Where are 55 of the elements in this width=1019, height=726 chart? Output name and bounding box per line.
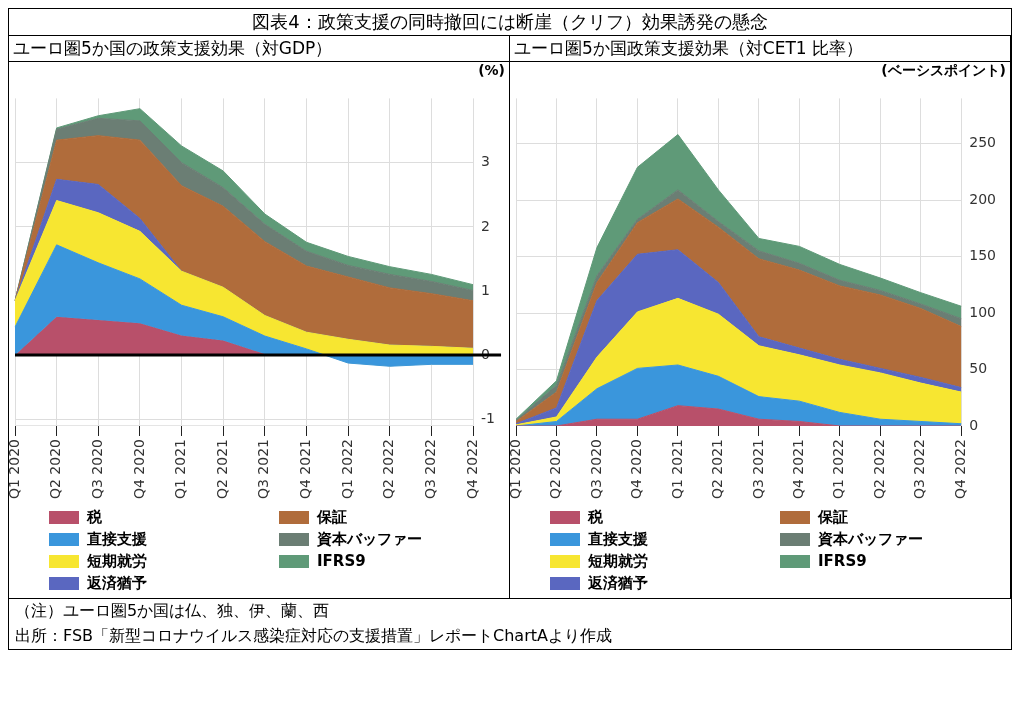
x-tick-label: Q1 2022 bbox=[830, 438, 847, 500]
x-tick-label: Q2 2022 bbox=[870, 438, 887, 500]
x-tick-label: Q3 2021 bbox=[255, 438, 272, 500]
x-tick-label: Q3 2020 bbox=[587, 438, 604, 500]
y-tick-label: 50 bbox=[969, 360, 988, 377]
x-tick-label: Q2 2020 bbox=[47, 438, 64, 500]
legend-label: 資本バッファー bbox=[818, 529, 923, 549]
legend-label: IFRS9 bbox=[317, 552, 366, 570]
y-tick-label: 1 bbox=[481, 281, 490, 298]
x-tick-label: Q4 2021 bbox=[297, 438, 314, 500]
y-tick-label: 3 bbox=[481, 153, 490, 170]
legend-label: 短期就労 bbox=[588, 551, 648, 571]
legend-label: IFRS9 bbox=[818, 552, 867, 570]
legend-label: 返済猶予 bbox=[588, 573, 648, 593]
legend-label: 短期就労 bbox=[87, 551, 147, 571]
legend-label: 資本バッファー bbox=[317, 529, 422, 549]
x-tick-label: Q2 2022 bbox=[380, 438, 397, 500]
y-tick-label: 2 bbox=[481, 217, 490, 234]
x-tick-label: Q4 2022 bbox=[463, 438, 480, 500]
x-tick-label: Q3 2021 bbox=[749, 438, 766, 500]
y-axis-title: (ベーシスポイント) bbox=[880, 62, 1007, 80]
x-tick-label: Q2 2021 bbox=[709, 438, 726, 500]
legend-label: 直接支援 bbox=[588, 529, 648, 549]
y-axis-title: (%) bbox=[477, 62, 506, 80]
legend-label: 返済猶予 bbox=[87, 573, 147, 593]
legend-label: 保証 bbox=[317, 507, 347, 527]
chart-subtitle: ユーロ圏5か国の政策支援効果（対GDP） bbox=[9, 36, 509, 62]
y-tick-label: -1 bbox=[481, 410, 496, 427]
x-tick-label: Q1 2021 bbox=[172, 438, 189, 500]
x-tick-label: Q4 2020 bbox=[628, 438, 645, 500]
x-tick-label: Q2 2021 bbox=[213, 438, 230, 500]
text: 図表4：政策支援の同時撤回には断崖（クリフ）効果誘発の懸念 bbox=[9, 9, 1011, 36]
y-tick-label: 250 bbox=[969, 134, 997, 151]
y-tick-label: 200 bbox=[969, 190, 997, 207]
x-tick-label: Q3 2022 bbox=[422, 438, 439, 500]
text: （注）ユーロ圏5か国は仏、独、伊、蘭、西 bbox=[14, 600, 331, 622]
x-tick-label: Q1 2022 bbox=[338, 438, 355, 500]
y-tick-label: 150 bbox=[969, 247, 997, 264]
x-tick-label: Q2 2020 bbox=[547, 438, 564, 500]
x-tick-label: Q1 2020 bbox=[5, 438, 22, 500]
legend-label: 直接支援 bbox=[87, 529, 147, 549]
legend-label: 税 bbox=[87, 507, 102, 527]
x-tick-label: Q4 2020 bbox=[130, 438, 147, 500]
legend-label: 税 bbox=[588, 507, 603, 527]
x-tick-label: Q4 2022 bbox=[951, 438, 968, 500]
chart-subtitle: ユーロ圏5か国政策支援効果（対CET1 比率） bbox=[510, 36, 1010, 62]
text: 出所：FSB「新型コロナウイルス感染症対応の支援措置」レポートChartAより作成 bbox=[14, 625, 613, 647]
x-tick-label: Q1 2021 bbox=[668, 438, 685, 500]
y-tick-label: 100 bbox=[969, 303, 997, 320]
x-tick-label: Q1 2020 bbox=[506, 438, 523, 500]
x-tick-label: Q3 2020 bbox=[88, 438, 105, 500]
x-tick-label: Q3 2022 bbox=[911, 438, 928, 500]
x-tick-label: Q4 2021 bbox=[790, 438, 806, 500]
y-tick-label: 0 bbox=[969, 416, 979, 433]
legend-label: 保証 bbox=[818, 507, 848, 527]
